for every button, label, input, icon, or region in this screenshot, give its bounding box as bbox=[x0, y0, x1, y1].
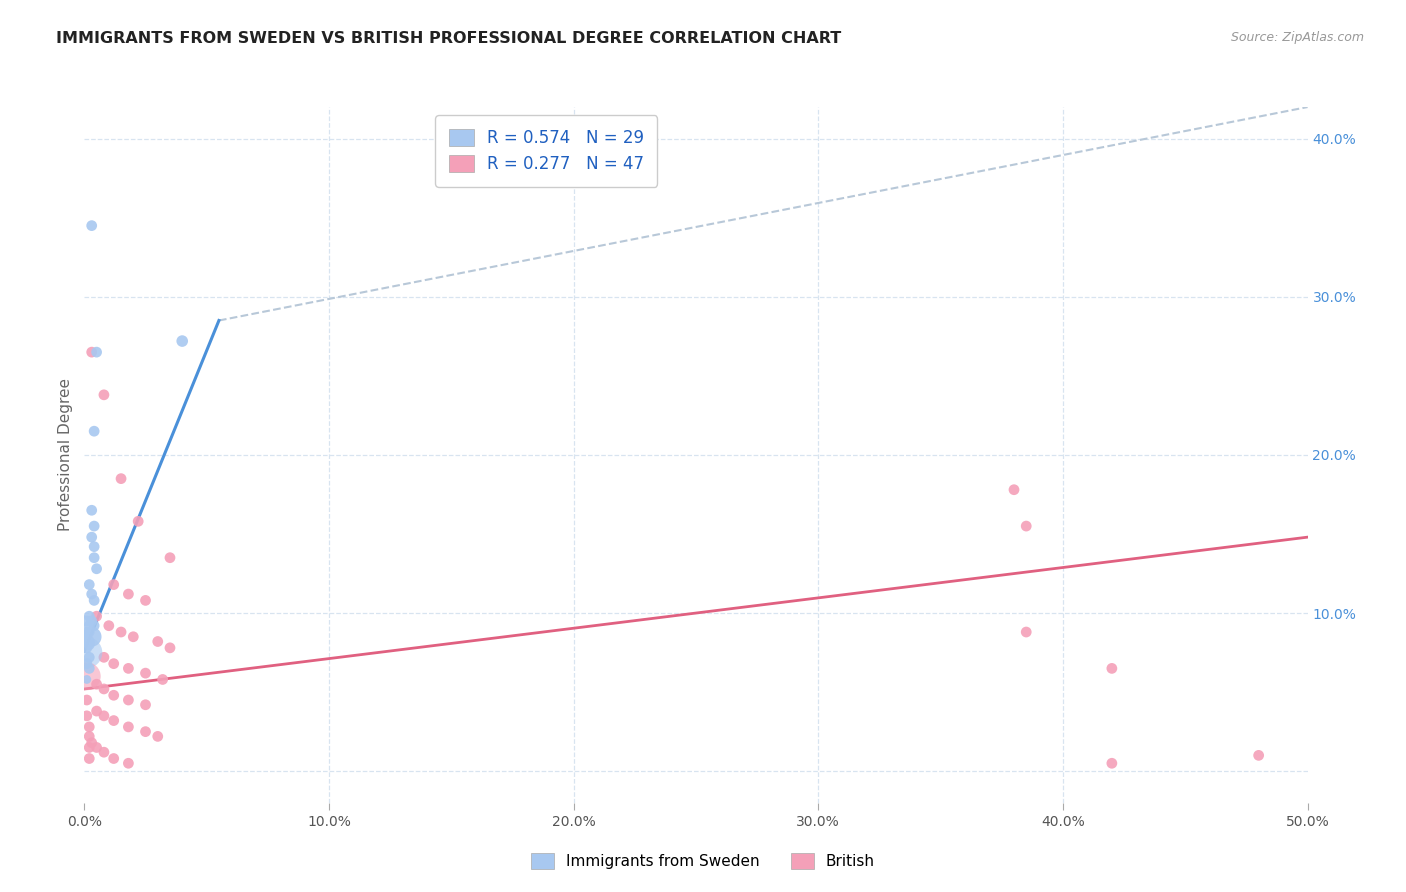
Point bbox=[1101, 661, 1123, 675]
Point bbox=[77, 638, 100, 652]
Point bbox=[80, 736, 103, 750]
Point bbox=[146, 730, 169, 744]
Point bbox=[83, 540, 105, 554]
Point bbox=[1101, 756, 1123, 771]
Point bbox=[86, 562, 108, 576]
Point bbox=[80, 503, 103, 517]
Point bbox=[77, 618, 100, 632]
Point bbox=[97, 618, 120, 632]
Point bbox=[122, 630, 145, 644]
Point bbox=[77, 577, 100, 591]
Point bbox=[86, 704, 108, 718]
Point bbox=[117, 693, 139, 707]
Point bbox=[110, 472, 132, 486]
Point bbox=[76, 657, 98, 671]
Point bbox=[83, 550, 105, 565]
Point bbox=[80, 345, 103, 359]
Point bbox=[103, 688, 125, 702]
Point bbox=[152, 673, 174, 687]
Point bbox=[77, 751, 100, 765]
Point bbox=[103, 657, 125, 671]
Legend: R = 0.574   N = 29, R = 0.277   N = 47: R = 0.574 N = 29, R = 0.277 N = 47 bbox=[436, 115, 657, 186]
Point bbox=[76, 673, 98, 687]
Point bbox=[159, 640, 181, 655]
Point bbox=[76, 693, 98, 707]
Point bbox=[80, 630, 103, 644]
Point bbox=[77, 740, 100, 755]
Point bbox=[1002, 483, 1025, 497]
Point bbox=[77, 661, 100, 675]
Point bbox=[76, 630, 98, 644]
Point bbox=[1015, 625, 1038, 640]
Point bbox=[1015, 519, 1038, 533]
Point bbox=[77, 609, 100, 624]
Point bbox=[135, 593, 157, 607]
Point bbox=[93, 745, 115, 759]
Point bbox=[86, 740, 108, 755]
Y-axis label: Professional Degree: Professional Degree bbox=[58, 378, 73, 532]
Point bbox=[117, 587, 139, 601]
Point bbox=[76, 669, 98, 683]
Point bbox=[93, 388, 115, 402]
Point bbox=[135, 666, 157, 681]
Point bbox=[93, 681, 115, 696]
Point bbox=[83, 593, 105, 607]
Point bbox=[76, 708, 98, 723]
Point bbox=[76, 646, 98, 660]
Point bbox=[159, 550, 181, 565]
Point bbox=[77, 625, 100, 640]
Point bbox=[146, 634, 169, 648]
Point bbox=[77, 730, 100, 744]
Point bbox=[117, 756, 139, 771]
Point bbox=[77, 720, 100, 734]
Point bbox=[80, 530, 103, 544]
Point bbox=[1247, 748, 1270, 763]
Point bbox=[117, 661, 139, 675]
Point bbox=[127, 514, 149, 528]
Point bbox=[83, 519, 105, 533]
Point bbox=[77, 634, 100, 648]
Point bbox=[83, 424, 105, 438]
Point bbox=[76, 614, 98, 628]
Point bbox=[80, 219, 103, 233]
Point bbox=[103, 577, 125, 591]
Point bbox=[93, 650, 115, 665]
Point bbox=[135, 724, 157, 739]
Point bbox=[93, 708, 115, 723]
Point bbox=[86, 609, 108, 624]
Point bbox=[86, 677, 108, 691]
Point bbox=[80, 614, 103, 628]
Point bbox=[172, 334, 194, 348]
Text: IMMIGRANTS FROM SWEDEN VS BRITISH PROFESSIONAL DEGREE CORRELATION CHART: IMMIGRANTS FROM SWEDEN VS BRITISH PROFES… bbox=[56, 31, 841, 46]
Point bbox=[103, 714, 125, 728]
Point bbox=[76, 625, 98, 640]
Point bbox=[80, 587, 103, 601]
Legend: Immigrants from Sweden, British: Immigrants from Sweden, British bbox=[526, 847, 880, 875]
Point bbox=[135, 698, 157, 712]
Point bbox=[86, 345, 108, 359]
Text: Source: ZipAtlas.com: Source: ZipAtlas.com bbox=[1230, 31, 1364, 45]
Point bbox=[103, 751, 125, 765]
Point bbox=[83, 618, 105, 632]
Point bbox=[76, 640, 98, 655]
Point bbox=[77, 650, 100, 665]
Point bbox=[110, 625, 132, 640]
Point bbox=[117, 720, 139, 734]
